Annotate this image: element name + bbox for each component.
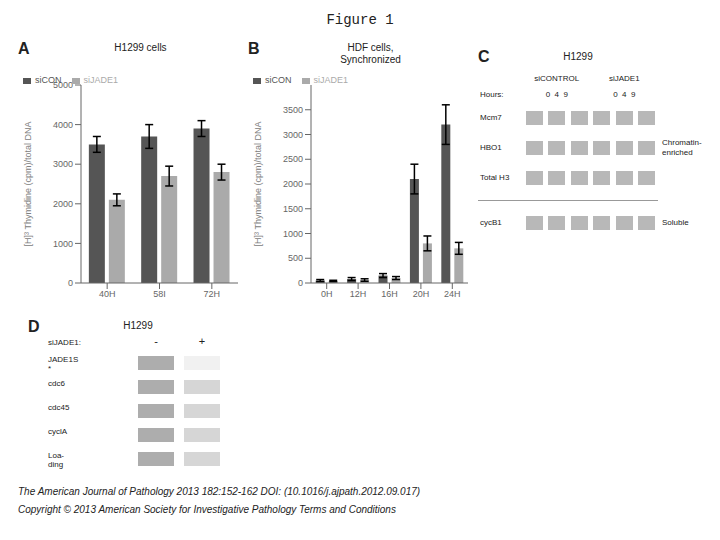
svg-text:3000: 3000 <box>283 130 303 140</box>
html-text:H1299 cells: H1299 cells <box>114 42 167 53</box>
html-text:Hours:: Hours: <box>480 90 504 99</box>
html-text:siCONTROL: siCONTROL <box>534 74 580 83</box>
html-text:0 4 9: 0 4 9 <box>545 90 568 99</box>
html-text:D: D <box>28 318 40 335</box>
html-text:Figure 1: Figure 1 <box>326 12 394 28</box>
svg-text:5000: 5000 <box>53 80 73 90</box>
html-text:siJADE1: siJADE1 <box>608 74 640 83</box>
svg-text:2500: 2500 <box>283 154 303 164</box>
html-text:siCON: siCON <box>265 75 292 85</box>
html-text:Total H3: Total H3 <box>480 173 510 182</box>
html-text:siJADE1:: siJADE1: <box>48 338 81 347</box>
svg-text:4000: 4000 <box>53 120 73 130</box>
svg-text:12H: 12H <box>350 289 367 299</box>
html-text:0 4 9: 0 4 9 <box>613 90 636 99</box>
html-text:Chromatin- enriched: Chromatin- enriched <box>662 138 702 157</box>
svg-text:3500: 3500 <box>283 105 303 115</box>
html-text:B: B <box>248 40 260 57</box>
svg-text:24H: 24H <box>444 289 461 299</box>
svg-text:500: 500 <box>288 253 303 263</box>
html-text:cdc45: cdc45 <box>48 403 70 412</box>
html-text:H1299: H1299 <box>563 51 593 62</box>
svg-text:0: 0 <box>298 278 303 288</box>
html-text:Mcm7: Mcm7 <box>480 113 502 122</box>
svg-text:2000: 2000 <box>283 179 303 189</box>
html-text:JADE1S *: JADE1S * <box>48 355 79 373</box>
svg-text:1500: 1500 <box>283 204 303 214</box>
svg-text:40H: 40H <box>99 289 116 299</box>
svg-text:16H: 16H <box>381 289 398 299</box>
html-text:Soluble: Soluble <box>662 218 689 227</box>
html-text:Copyright © 2013 American Soci: Copyright © 2013 American Society for In… <box>18 504 396 515</box>
svg-text:3000: 3000 <box>53 159 73 169</box>
html-text:cyclA: cyclA <box>48 427 68 436</box>
svg-text:1000: 1000 <box>283 229 303 239</box>
html-text:C: C <box>478 48 490 65</box>
html-text:cycB1: cycB1 <box>480 218 502 227</box>
html-text:siCON: siCON <box>35 75 62 85</box>
svg-text:[H]³ Thymidine (cpm)/total DNA: [H]³ Thymidine (cpm)/total DNA <box>253 122 263 247</box>
html-text:HBO1: HBO1 <box>480 143 502 152</box>
svg-text:[H]³ Thymidine (cpm)/total DNA: [H]³ Thymidine (cpm)/total DNA <box>23 122 33 247</box>
html-text:cdc6: cdc6 <box>48 379 65 388</box>
html-text:Loa- ding: Loa- ding <box>48 451 64 469</box>
html-text:HDF cells, Synchronized: HDF cells, Synchronized <box>340 42 401 65</box>
html-text:siJADE1: siJADE1 <box>83 75 118 85</box>
svg-text:2000: 2000 <box>53 199 73 209</box>
svg-text:58I: 58I <box>153 289 166 299</box>
html-text:A: A <box>18 40 30 57</box>
svg-text:0: 0 <box>68 278 73 288</box>
svg-text:72H: 72H <box>204 289 221 299</box>
html-text:siJADE1: siJADE1 <box>313 75 348 85</box>
html-text:The American Journal of Pathol: The American Journal of Pathology 2013 1… <box>18 486 421 497</box>
svg-text:0H: 0H <box>321 289 333 299</box>
svg-text:20H: 20H <box>413 289 430 299</box>
html-text:H1299: H1299 <box>123 320 153 331</box>
svg-text:1000: 1000 <box>53 239 73 249</box>
